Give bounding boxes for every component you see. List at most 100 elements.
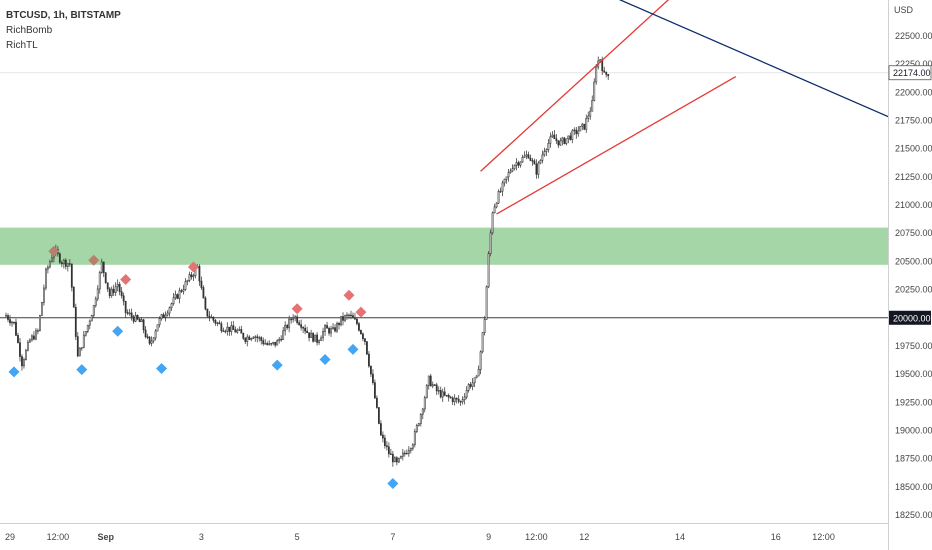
candle-body [154, 330, 157, 339]
candle-body [41, 302, 43, 316]
candle [563, 136, 566, 145]
candle-body [429, 375, 432, 387]
candle-body [238, 329, 241, 331]
candle [503, 178, 506, 187]
candle-body [581, 123, 584, 127]
candle-body [124, 300, 127, 313]
candle-body [379, 423, 382, 436]
candle [206, 308, 209, 318]
candle [300, 319, 303, 331]
candle-body [182, 289, 185, 292]
candle [186, 279, 189, 286]
candle-body [262, 340, 265, 344]
candle [515, 158, 518, 171]
candle-body [567, 135, 570, 140]
candle [529, 154, 532, 162]
candle [294, 315, 297, 322]
candle [517, 160, 520, 169]
candle-body [473, 377, 476, 384]
candle-body [569, 135, 572, 140]
candle-body [471, 382, 474, 387]
candle-body [140, 319, 143, 323]
candle-body [587, 115, 590, 119]
candle [46, 264, 49, 274]
candle [549, 132, 552, 148]
price-tick-label: 19000.00 [895, 425, 932, 435]
candle [389, 448, 392, 455]
candle-body [160, 314, 163, 319]
candle [180, 288, 183, 293]
candle-body [447, 394, 450, 398]
candle-body [80, 347, 83, 349]
candle [463, 393, 466, 405]
candle [511, 164, 514, 173]
candle [585, 114, 588, 133]
candle [587, 111, 590, 123]
candle [425, 384, 428, 399]
candle-body [176, 294, 179, 299]
candle [435, 382, 438, 396]
signal-diamond-red [187, 261, 199, 273]
candle-body [346, 314, 348, 317]
candle-body [547, 142, 550, 150]
candle [304, 324, 307, 335]
candle-body [278, 338, 281, 342]
candle [270, 342, 273, 347]
candle [296, 314, 299, 325]
candle [310, 329, 312, 338]
candle-body [252, 337, 255, 339]
candle-body [9, 319, 11, 324]
candle [362, 332, 364, 342]
support-zone [0, 227, 888, 265]
candle-body [250, 338, 253, 340]
candle [150, 336, 153, 347]
price-tick-label: 19250.00 [895, 397, 932, 407]
candle [250, 337, 253, 342]
candle [387, 442, 390, 458]
candle-body [186, 280, 189, 282]
candle [228, 326, 231, 336]
candle [118, 281, 121, 296]
candle [70, 263, 73, 292]
candle [326, 321, 328, 329]
candle [174, 290, 177, 300]
candle-body [43, 287, 45, 303]
candle-body [190, 274, 193, 278]
candle [154, 328, 157, 341]
candle-body [489, 232, 492, 254]
time-tick-label: 29 [5, 532, 15, 542]
candle [104, 272, 107, 284]
candle-body [423, 397, 426, 410]
candle [286, 323, 289, 330]
candle [48, 259, 51, 269]
candle [427, 375, 430, 390]
candle-body [178, 290, 181, 299]
candle [106, 282, 109, 292]
candle-body [15, 321, 17, 336]
candle-body [507, 172, 510, 178]
signal-diamond-blue [387, 477, 399, 489]
candle-body [577, 130, 580, 135]
candle-body [58, 253, 61, 263]
candle-body [102, 261, 105, 273]
candle [160, 314, 163, 321]
candle-body [525, 154, 528, 157]
candle-body [393, 457, 396, 463]
signal-diamond-blue [156, 362, 168, 374]
candle [232, 321, 235, 330]
candle [595, 64, 598, 85]
candle [226, 322, 229, 336]
candle-body [150, 340, 153, 344]
candle-body [268, 343, 271, 345]
candle-body [218, 322, 221, 325]
candle-body [37, 330, 39, 332]
candle [284, 321, 287, 336]
candle-body [521, 157, 524, 163]
candle [358, 321, 360, 332]
candle-body [411, 444, 414, 449]
candle [200, 276, 203, 290]
chart-legend: BTCUSD, 1h, BITSTAMP RichBomb RichTL [6, 8, 121, 53]
candle-body [529, 157, 532, 161]
